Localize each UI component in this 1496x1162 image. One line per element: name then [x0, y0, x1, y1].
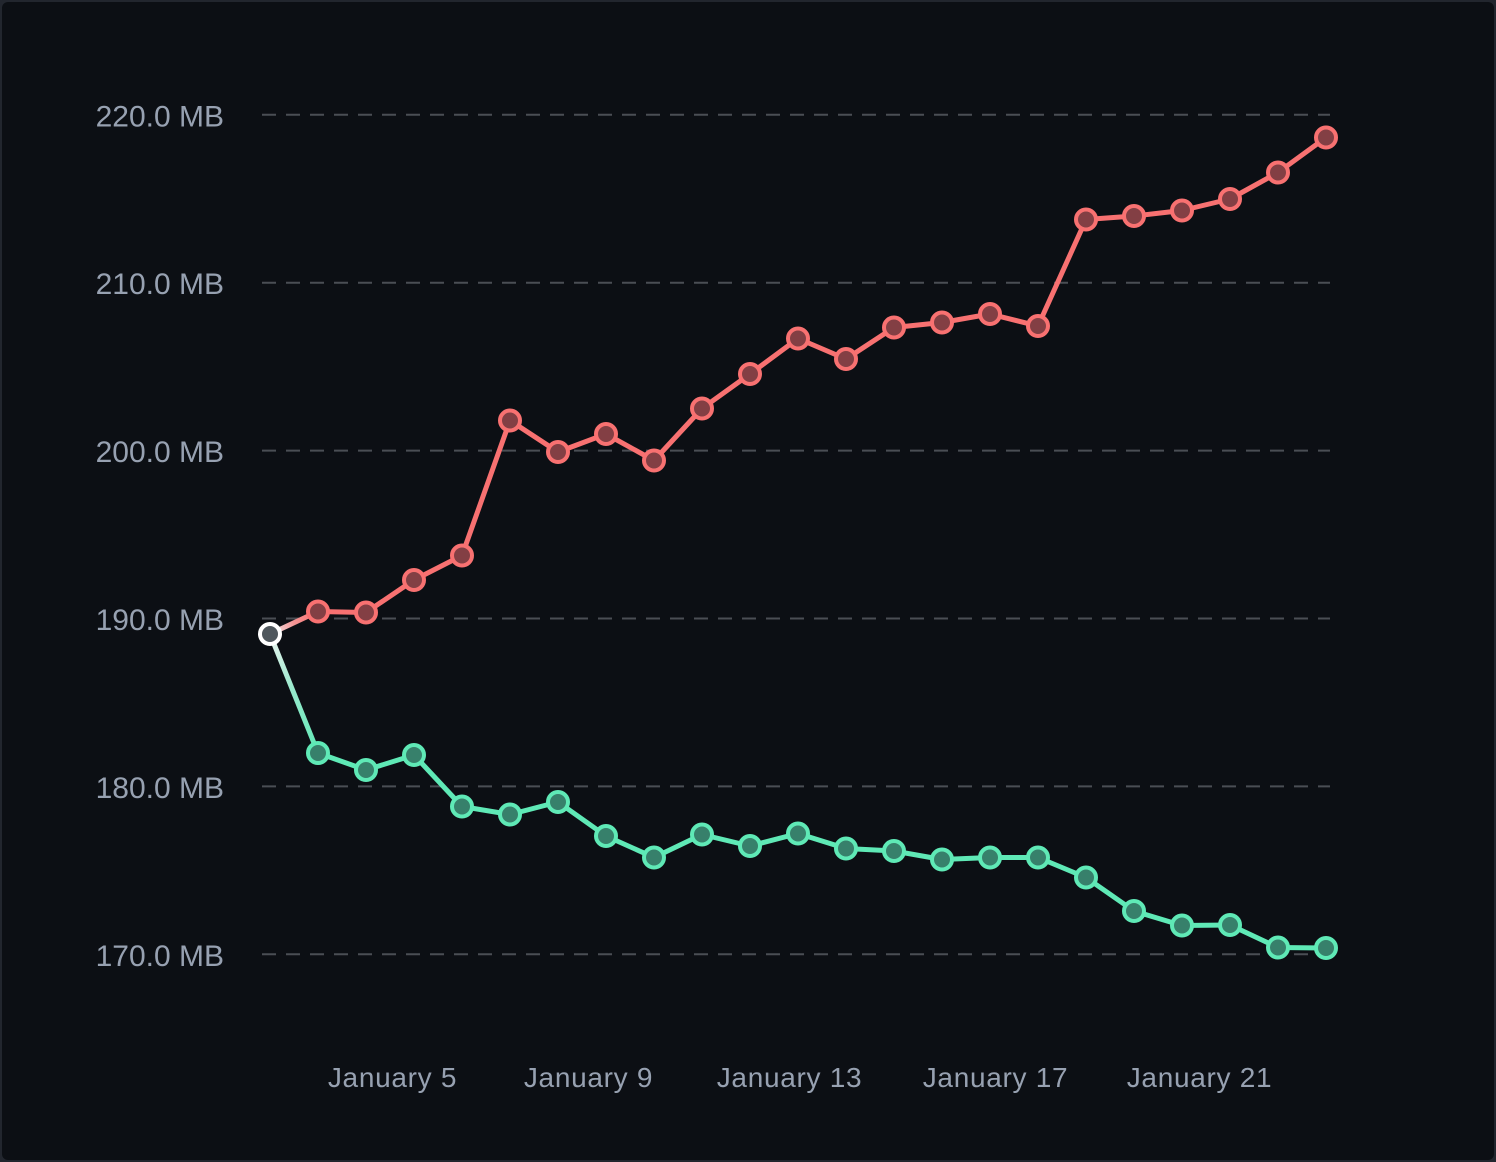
svg-text:January 9: January 9	[524, 1062, 653, 1093]
svg-text:January 17: January 17	[923, 1062, 1069, 1093]
svg-text:180.0 MB: 180.0 MB	[96, 772, 224, 805]
svg-text:January 21: January 21	[1127, 1062, 1273, 1093]
svg-text:210.0 MB: 210.0 MB	[96, 268, 224, 301]
svg-text:January 13: January 13	[717, 1062, 863, 1093]
svg-text:190.0 MB: 190.0 MB	[96, 604, 224, 637]
svg-text:January 5: January 5	[328, 1062, 457, 1093]
svg-text:220.0 MB: 220.0 MB	[96, 100, 224, 133]
svg-text:200.0 MB: 200.0 MB	[96, 436, 224, 469]
svg-text:170.0 MB: 170.0 MB	[96, 940, 224, 973]
